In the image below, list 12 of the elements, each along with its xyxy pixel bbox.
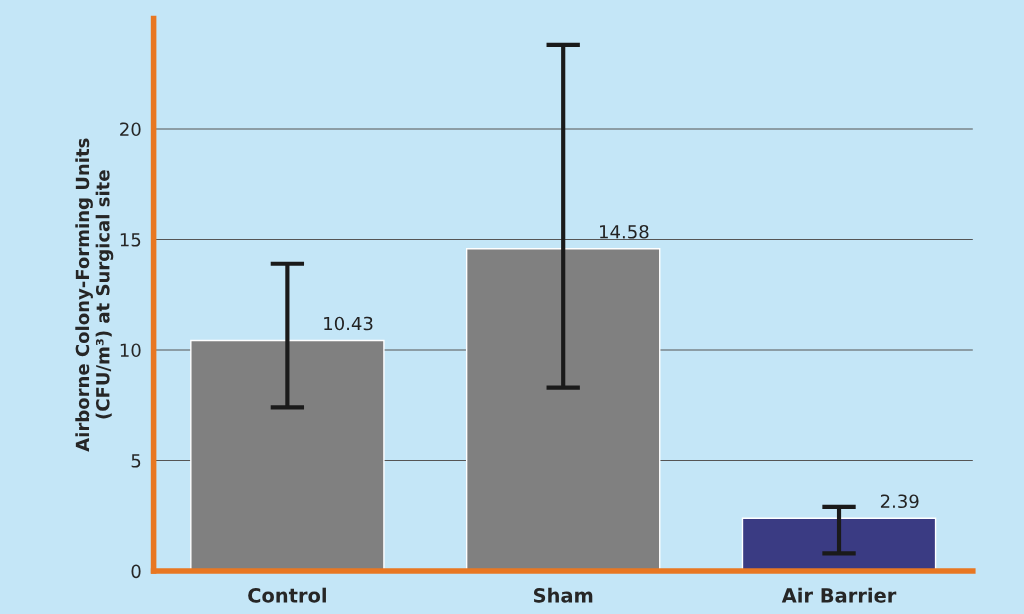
y-tick-label: 20: [120, 122, 141, 137]
data-label: 14.58: [600, 224, 649, 239]
y-axis-title: Airborne Colony-Forming Units (CFU/m³) at Surgical site: [75, 138, 114, 452]
x-tick-label: Control: [248, 587, 326, 603]
y-tick-label: 10: [120, 343, 141, 358]
data-label: 10.43: [324, 316, 373, 331]
y-tick-label: 5: [131, 454, 141, 468]
x-tick-label: Sham: [533, 587, 593, 603]
x-tick-label: Air Barrier: [781, 587, 897, 603]
y-tick-label: 0: [131, 564, 141, 579]
data-label: 2.39: [880, 494, 919, 509]
y-tick-label: 15: [120, 233, 141, 247]
